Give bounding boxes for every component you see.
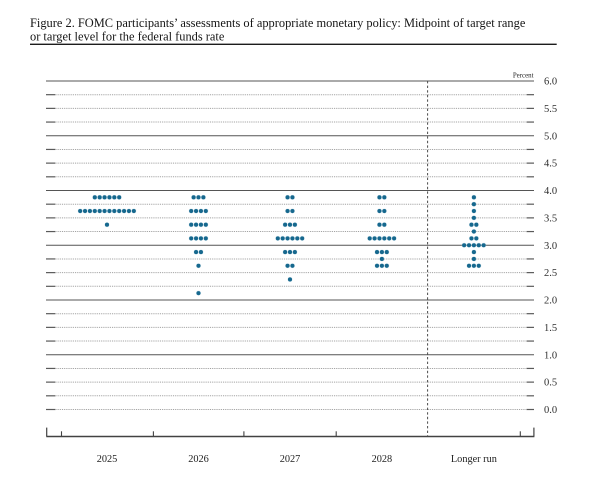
svg-text:1.5: 1.5: [544, 323, 557, 334]
svg-text:2.0: 2.0: [544, 296, 557, 307]
svg-text:Percent: Percent: [513, 72, 534, 79]
svg-text:Longer run: Longer run: [451, 454, 497, 465]
svg-text:0.0: 0.0: [544, 405, 557, 416]
svg-text:6.0: 6.0: [544, 77, 557, 88]
svg-text:4.5: 4.5: [544, 159, 557, 170]
svg-text:2028: 2028: [372, 454, 393, 465]
svg-text:2025: 2025: [97, 454, 118, 465]
svg-text:4.0: 4.0: [544, 186, 557, 197]
svg-text:5.5: 5.5: [544, 104, 557, 115]
svg-text:2026: 2026: [188, 454, 209, 465]
svg-text:3.5: 3.5: [544, 213, 557, 224]
svg-text:Figure 2. FOMC participants’ a: Figure 2. FOMC participants’ assessments…: [30, 16, 526, 30]
svg-text:or target level for the federa: or target level for the federal funds ra…: [30, 30, 225, 44]
svg-text:0.5: 0.5: [544, 378, 557, 389]
svg-text:2.5: 2.5: [544, 268, 557, 279]
svg-text:5.0: 5.0: [544, 131, 557, 142]
svg-text:2027: 2027: [280, 454, 301, 465]
svg-text:3.0: 3.0: [544, 241, 557, 252]
svg-text:1.0: 1.0: [544, 350, 557, 361]
